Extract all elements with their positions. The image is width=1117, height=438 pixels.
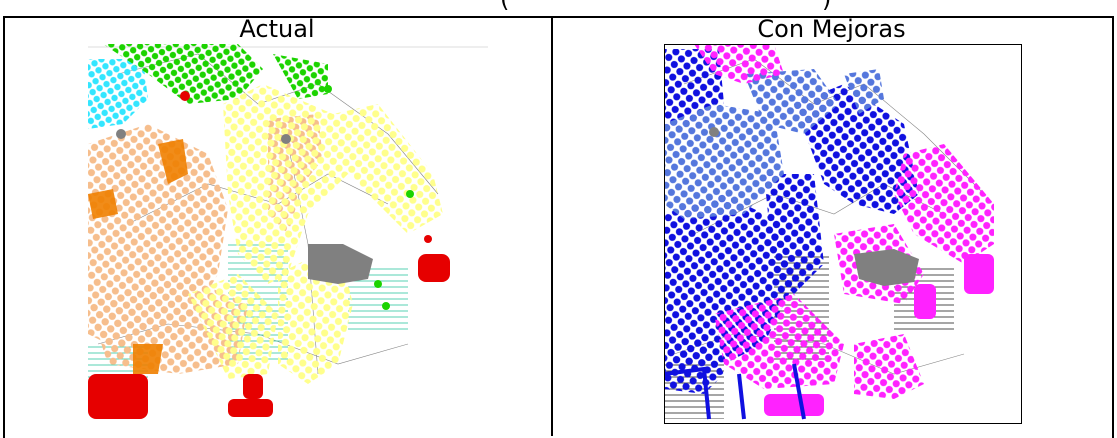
comparison-frame: ( ) Actual Con Mejoras [0,0,1117,425]
network-map-actual [88,44,488,425]
panel-title-actual: Actual [3,15,551,43]
network-map-con-mejoras [664,44,1024,425]
top-title-fragment: ( [500,0,509,13]
column-divider [551,16,553,436]
top-title-fragment-right: ) [822,0,831,13]
panel-title-con-mejoras: Con Mejoras [553,15,1110,43]
